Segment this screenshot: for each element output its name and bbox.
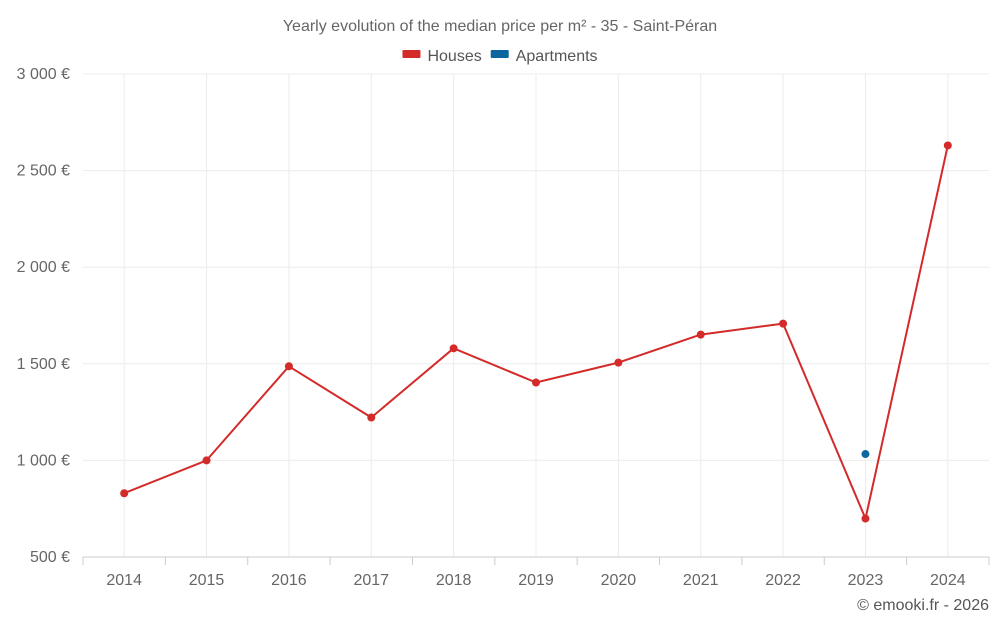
data-point-houses[interactable] xyxy=(284,362,293,371)
chart-title: Yearly evolution of the median price per… xyxy=(283,18,717,35)
x-tick-label: 2017 xyxy=(353,572,389,589)
data-point-houses[interactable] xyxy=(449,344,458,353)
legend-item-apartments[interactable]: Apartments xyxy=(490,48,598,65)
x-tick-label: 2021 xyxy=(683,572,719,589)
x-axis: 2014 2015 2016 2017 2018 2019 2020 2021 2022 2023… xyxy=(82,556,990,589)
x-tick-label: 2024 xyxy=(930,572,966,589)
y-tick-label: 500 € xyxy=(30,549,70,566)
data-point-houses[interactable] xyxy=(614,358,623,367)
data-point-houses[interactable] xyxy=(779,319,788,328)
data-point-apartments[interactable] xyxy=(861,450,870,459)
credit-text: © emooki.fr - 2026 xyxy=(857,597,989,614)
series-layer xyxy=(120,141,952,523)
data-point-houses[interactable] xyxy=(120,489,129,498)
legend-swatch-apartments xyxy=(490,50,509,58)
data-point-houses[interactable] xyxy=(367,413,376,422)
series-apartments xyxy=(861,450,870,459)
y-tick-label: 3 000 € xyxy=(17,66,70,83)
data-point-houses[interactable] xyxy=(696,330,705,339)
legend-item-houses[interactable]: Houses xyxy=(402,48,482,65)
data-point-houses[interactable] xyxy=(861,514,870,523)
y-tick-label: 1 500 € xyxy=(17,356,70,373)
data-point-houses[interactable] xyxy=(943,141,952,150)
legend-swatch-houses xyxy=(402,50,421,58)
series-houses xyxy=(120,141,952,523)
legend: Houses Apartments xyxy=(402,48,598,65)
data-point-houses[interactable] xyxy=(532,378,540,387)
x-tick-label: 2015 xyxy=(189,572,225,589)
x-tick-label: 2020 xyxy=(601,572,637,589)
y-tick-label: 2 000 € xyxy=(17,259,70,276)
y-axis: 500 € 1 000 € 1 500 € 2 000 € 2 500 € 3 000 € xyxy=(17,66,70,566)
x-tick-label: 2014 xyxy=(106,572,142,589)
legend-label: Houses xyxy=(427,48,481,65)
y-tick-label: 1 000 € xyxy=(17,452,70,469)
x-tick-label: 2016 xyxy=(271,572,307,589)
y-tick-label: 2 500 € xyxy=(17,163,70,180)
x-tick-label: 2022 xyxy=(765,572,801,589)
x-tick-label: 2019 xyxy=(518,572,554,589)
x-tick-label: 2023 xyxy=(848,572,884,589)
legend-label: Apartments xyxy=(516,48,598,65)
gridlines xyxy=(83,73,989,557)
x-tick-label: 2018 xyxy=(436,572,472,589)
data-point-houses[interactable] xyxy=(202,456,211,465)
